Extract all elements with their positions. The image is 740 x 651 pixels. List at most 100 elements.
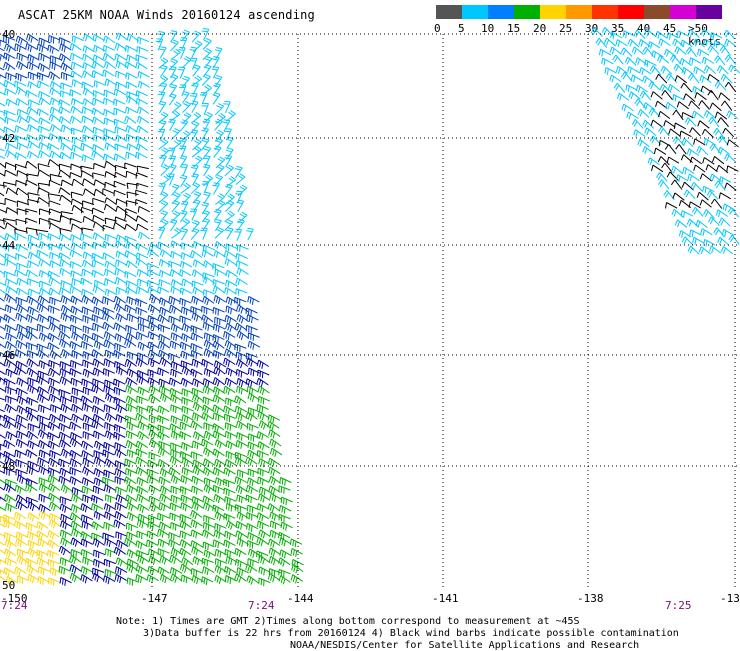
wind-barb (124, 208, 138, 215)
wind-barb (36, 375, 49, 386)
wind-barb (81, 485, 94, 495)
wind-barb (609, 46, 622, 55)
wind-barb (137, 205, 151, 213)
wind-barb (48, 377, 61, 387)
lat-label-48: 48 (2, 460, 15, 473)
wind-barb (0, 397, 5, 401)
wind-barb (225, 367, 238, 377)
wind-barb (696, 191, 709, 201)
wind-barb (47, 142, 60, 151)
lat-label-42: 42 (2, 132, 15, 145)
wind-barb (27, 501, 40, 511)
wind-barb (214, 174, 224, 187)
wind-barb (686, 218, 699, 228)
wind-barb (170, 474, 184, 485)
wind-barb (71, 98, 84, 106)
wind-barb (268, 466, 281, 477)
wind-barb (135, 257, 148, 266)
wind-barb (234, 296, 247, 306)
wind-barb (167, 173, 175, 186)
wind-barb (3, 126, 16, 135)
wind-barb (258, 493, 271, 503)
wind-barb (0, 39, 7, 47)
wind-barb (58, 439, 72, 449)
wind-barb (146, 405, 159, 415)
wind-barb (81, 206, 94, 214)
wind-barb (48, 276, 61, 285)
wind-barb (716, 164, 729, 174)
wind-barb (113, 295, 126, 306)
wind-barb (202, 541, 215, 551)
wind-barb (15, 459, 28, 468)
wind-barb (135, 189, 148, 197)
wind-barb (136, 530, 149, 540)
wind-barb (82, 368, 95, 378)
wind-barb (92, 430, 106, 440)
wind-barb (225, 440, 238, 450)
wind-barb (684, 117, 697, 127)
wind-barb (27, 440, 40, 450)
wind-barb (0, 253, 6, 259)
wind-barb (113, 189, 126, 197)
wind-barb (257, 441, 270, 451)
wind-barb (115, 531, 128, 540)
lat-label-40: 40 (2, 28, 15, 41)
wind-barb (81, 106, 95, 115)
wind-barb (0, 315, 8, 324)
wind-barb (223, 385, 236, 396)
wind-barb (691, 206, 704, 217)
wind-barb (126, 577, 139, 586)
wind-barb (247, 295, 260, 305)
wind-barb (92, 413, 105, 423)
wind-barb (203, 484, 216, 494)
wind-barb (169, 219, 178, 232)
wind-barb (92, 33, 105, 42)
wind-barb (168, 58, 179, 71)
wind-barb (148, 322, 161, 332)
wind-barb (15, 500, 28, 511)
wind-barb (159, 467, 172, 478)
wind-barb (149, 294, 162, 304)
wind-barb (701, 128, 714, 138)
wind-barb (69, 572, 82, 583)
wind-barb (170, 494, 183, 504)
wind-barb (113, 322, 126, 332)
wind-barb (192, 465, 205, 476)
wind-barb (146, 539, 159, 549)
wind-barb (38, 52, 51, 62)
wind-barb (258, 395, 271, 405)
scale-label: 20 (533, 22, 547, 35)
wind-barb (137, 316, 150, 325)
wind-barb (125, 125, 138, 133)
wind-barb (223, 405, 236, 415)
wind-barb (48, 113, 61, 122)
wind-barb (48, 218, 61, 225)
wind-barb (202, 385, 215, 395)
wind-barb (71, 331, 84, 342)
wind-barb (246, 575, 259, 585)
wind-barb (246, 385, 259, 395)
wind-barb (234, 456, 248, 467)
wind-barb (224, 258, 237, 266)
wind-barb (92, 405, 105, 415)
wind-barb (26, 350, 39, 359)
wind-barb (115, 566, 128, 576)
wind-barb (190, 540, 203, 550)
wind-barb (82, 556, 95, 566)
wind-barb (717, 146, 731, 155)
wind-barb (102, 476, 115, 486)
wind-barb (630, 74, 644, 83)
wind-barb (27, 99, 40, 107)
wind-barb (135, 357, 148, 368)
wind-barb (104, 458, 117, 468)
wind-barb (178, 46, 186, 60)
wind-barb (267, 503, 280, 513)
wind-barb (655, 73, 668, 84)
wind-barb (135, 466, 148, 476)
wind-barb (137, 231, 151, 240)
wind-barb (59, 258, 72, 267)
wind-barb (170, 442, 183, 451)
wind-barb (137, 341, 150, 351)
wind-barb (650, 119, 663, 128)
wind-barb (137, 323, 150, 332)
